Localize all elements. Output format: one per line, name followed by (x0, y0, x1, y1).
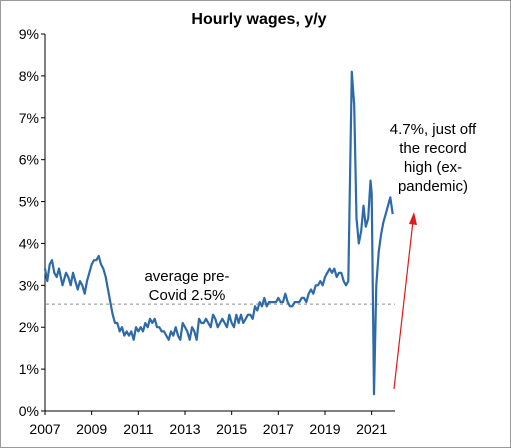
y-tick-label: 0% (19, 403, 39, 419)
y-tick-label: 8% (19, 68, 39, 84)
x-tick-label: 2007 (29, 421, 60, 437)
y-tick-label: 5% (19, 194, 39, 210)
x-tick-label: 2011 (123, 421, 153, 437)
annotation-line: Covid 2.5% (149, 287, 226, 304)
annotation-line: 4.7%, just off (390, 121, 477, 138)
annotation-record: 4.7%, just off the record high (ex-pandemi… (390, 121, 477, 195)
y-tick-label: 1% (19, 361, 39, 377)
axes (41, 33, 395, 415)
chart-title: Hourly wages, y/y (191, 11, 326, 28)
annotation-line: pandemic) (398, 178, 468, 195)
annotations: average pre- Covid 2.5% 4.7%, just off the … (144, 121, 477, 390)
annotation-average: average pre- Covid 2.5% (144, 268, 229, 304)
y-tick-label: 7% (19, 110, 39, 126)
y-tick-label: 2% (19, 319, 39, 335)
x-tick-label: 2021 (356, 421, 387, 437)
tick-labels: 0% 1% 2% 3% 4% 5% 6% 7% 8% 9% 2007 2009 2011 2013 2015… (19, 26, 388, 437)
y-tick-label: 3% (19, 277, 39, 293)
annotation-line: average pre- (144, 268, 229, 285)
y-tick-label: 6% (19, 152, 39, 168)
annotation-line: the record (399, 140, 467, 157)
x-tick-label: 2019 (309, 421, 340, 437)
annotation-arrow (393, 220, 414, 390)
series-line-0 (43, 70, 394, 396)
y-tick-label: 4% (19, 235, 39, 251)
x-tick-label: 2013 (169, 421, 200, 437)
x-tick-label: 2017 (263, 421, 294, 437)
plot-area (43, 70, 394, 396)
annotation-line: high (ex- (404, 159, 462, 176)
x-tick-label: 2015 (216, 421, 247, 437)
annotation-arrowhead (409, 212, 417, 225)
y-tick-label: 9% (19, 26, 39, 42)
x-tick-label: 2009 (76, 421, 107, 437)
